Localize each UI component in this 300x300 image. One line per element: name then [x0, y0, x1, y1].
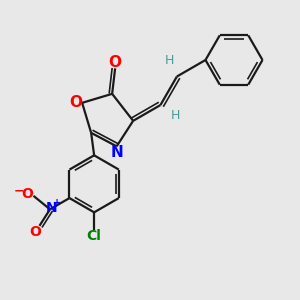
- Text: O: O: [21, 187, 33, 201]
- Text: +: +: [53, 198, 62, 208]
- Text: O: O: [29, 225, 41, 239]
- Text: H: H: [165, 53, 174, 67]
- Text: N: N: [110, 146, 123, 160]
- Text: N: N: [46, 201, 57, 215]
- Text: Cl: Cl: [87, 229, 102, 243]
- Text: −: −: [13, 185, 24, 198]
- Text: H: H: [171, 109, 180, 122]
- Text: O: O: [69, 95, 82, 110]
- Text: O: O: [109, 56, 122, 70]
